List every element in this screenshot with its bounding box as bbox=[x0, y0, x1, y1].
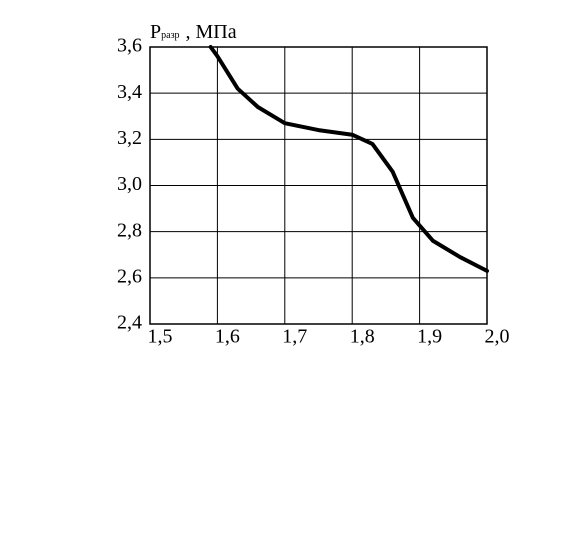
y-axis-label: Pразр , МПа bbox=[150, 21, 237, 43]
y-label-subscript: разр bbox=[161, 30, 179, 41]
line-series bbox=[208, 45, 489, 273]
x-tick-label: 1,6 bbox=[215, 326, 240, 348]
y-tick-label: 2,8 bbox=[117, 219, 142, 241]
x-tick-label: 1,5 bbox=[148, 326, 173, 348]
y-tick-label: 3,0 bbox=[117, 173, 142, 195]
y-tick-label: 2,6 bbox=[117, 265, 142, 287]
y-tick-label: 3,2 bbox=[117, 127, 142, 149]
x-tick-label: 1,8 bbox=[350, 326, 375, 348]
y-label-symbol: P bbox=[150, 21, 161, 43]
y-tick-label: 3,4 bbox=[117, 81, 142, 103]
plot-frame bbox=[149, 46, 488, 325]
x-tick-label: 1,9 bbox=[417, 326, 442, 348]
x-tick-label: 1,7 bbox=[282, 326, 307, 348]
y-tick-label: 3,6 bbox=[117, 35, 142, 57]
y-label-unit: , МПа bbox=[186, 21, 237, 43]
y-tick-label: 2,4 bbox=[117, 312, 142, 334]
x-tick-label: 2,0 bbox=[485, 326, 510, 348]
